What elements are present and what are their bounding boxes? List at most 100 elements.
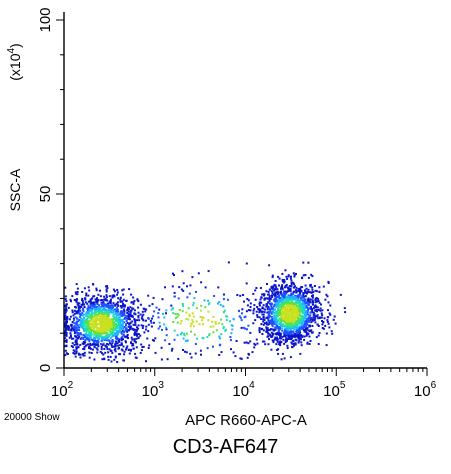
data-point [239,316,242,319]
data-point [317,325,320,327]
data-point [83,354,86,357]
data-point [90,303,93,306]
data-point [96,330,99,333]
data-point [106,302,109,305]
data-point [81,302,84,305]
data-point [130,293,133,296]
data-point [230,332,233,335]
data-point [98,315,100,318]
data-point [153,310,156,313]
data-point [297,305,299,308]
data-point [107,309,110,312]
data-point [275,323,278,326]
data-point [207,310,210,313]
data-point [275,297,278,300]
data-point [75,283,78,286]
data-point [279,292,282,295]
data-point [111,304,113,307]
data-point [96,348,99,351]
data-point [304,323,307,326]
data-point [254,319,257,322]
data-point [71,337,73,340]
data-point [65,339,68,342]
data-point [86,317,89,320]
data-point [285,316,288,319]
data-point [223,309,226,312]
data-point [146,337,149,340]
data-point [292,281,295,284]
x-axis-label: APC R660-APC-A [185,412,307,429]
data-point [265,316,268,319]
data-point [267,332,269,335]
data-point [290,281,293,284]
data-point [212,315,215,318]
data-point [122,293,125,296]
data-point [88,328,91,330]
data-point [159,325,161,328]
data-point [101,339,104,342]
data-point [326,295,329,298]
data-point [279,337,282,340]
data-point [106,285,109,288]
data-point [103,327,105,330]
data-point [109,302,112,305]
data-point [212,331,215,334]
data-point [185,351,188,354]
data-point [108,342,111,345]
data-point [289,356,292,359]
data-point [95,320,98,323]
data-point [123,321,126,324]
data-point [289,333,292,336]
data-point [288,335,291,338]
data-point [110,343,113,346]
data-point [330,330,333,333]
data-point [151,317,153,320]
data-point [307,300,310,303]
data-point [83,324,86,327]
data-point [84,327,87,330]
data-point [111,345,114,348]
data-point [134,352,137,355]
data-point [256,315,259,318]
data-point [201,319,203,322]
data-point [88,345,91,348]
data-point [181,270,184,273]
data-point [287,338,290,341]
data-point [100,325,103,328]
data-point [206,336,209,338]
data-point [262,307,265,310]
data-point [123,350,126,353]
data-point [152,315,155,318]
data-point [244,327,247,330]
data-point [74,335,77,338]
data-point [89,308,92,311]
data-point [327,282,330,284]
data-point [64,298,67,301]
data-point [103,326,106,328]
data-point [282,296,285,299]
data-point [293,286,295,289]
data-point [76,332,79,334]
data-point [272,312,275,315]
data-point [220,318,223,321]
data-point [137,333,140,336]
data-point [110,330,113,333]
data-point [279,340,282,343]
data-point [318,286,321,289]
data-point [111,341,114,344]
data-point [256,342,259,345]
data-point [82,338,85,340]
data-point [160,358,163,361]
data-point [75,327,78,330]
data-point [133,318,136,321]
data-point [165,312,167,315]
data-point [276,336,279,339]
data-point [200,309,202,312]
data-point [87,304,90,307]
data-point [281,301,284,304]
data-point [185,317,188,320]
data-point [292,342,295,345]
data-point [111,351,114,354]
data-point [100,348,103,351]
data-point [322,285,325,288]
